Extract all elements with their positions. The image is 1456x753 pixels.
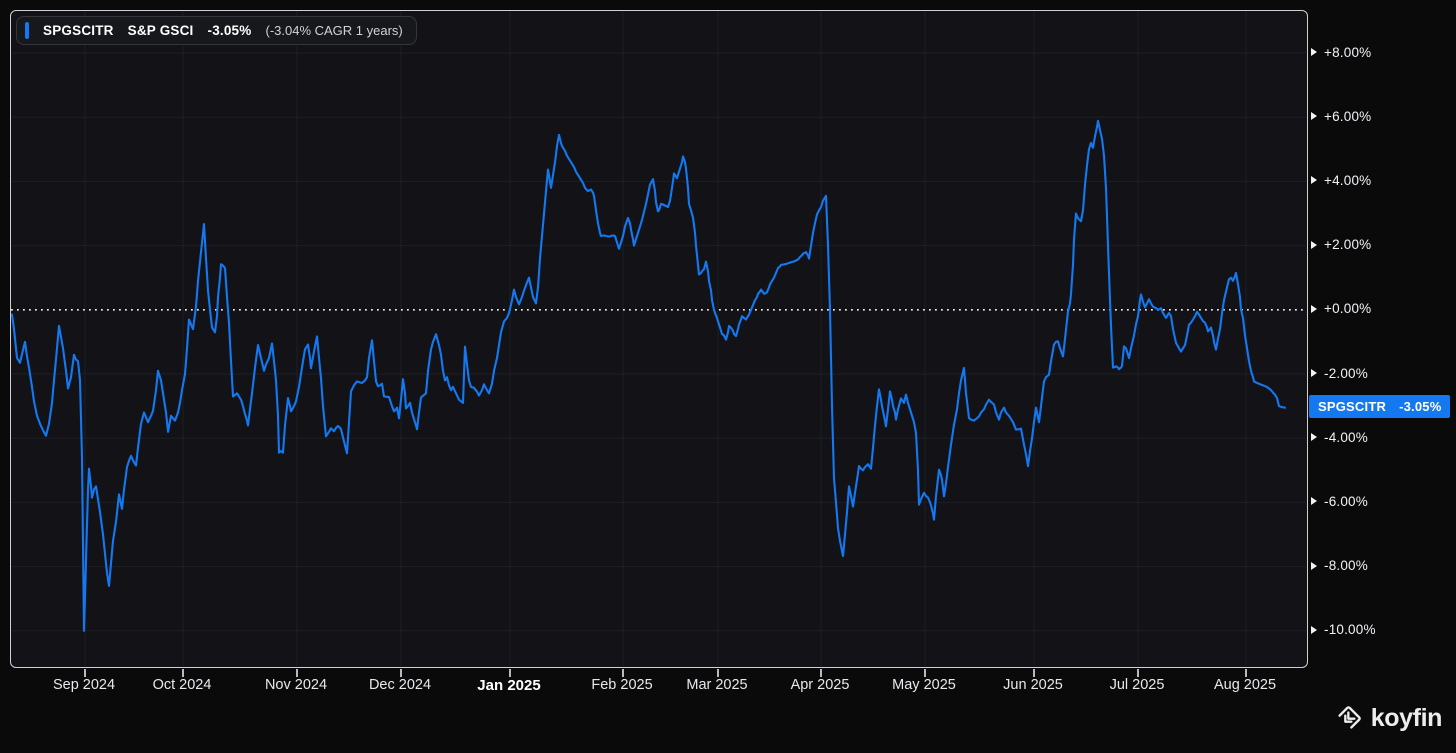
y-axis-tick: +8.00% [1311, 44, 1371, 60]
badge-value: -3.05% [1399, 399, 1442, 415]
y-axis-tick: +4.00% [1311, 172, 1371, 188]
last-price-badge[interactable]: SPGSCITR -3.05% [1309, 395, 1451, 419]
koyfin-logo-icon [1338, 706, 1361, 729]
x-tick-mark [84, 669, 86, 677]
x-axis-label: Jan 2025 [477, 677, 541, 694]
y-axis-tick: -10.00% [1311, 622, 1376, 638]
y-tick-arrow-icon [1311, 625, 1317, 634]
x-axis-label: Dec 2024 [368, 677, 432, 693]
x-axis-label: Jun 2025 [1003, 677, 1063, 693]
y-axis-tick: -4.00% [1311, 429, 1368, 445]
plot-area[interactable]: SPGSCITR S&P GSCI -3.05% (-3.04% CAGR 1 … [10, 10, 1308, 668]
x-tick-mark [622, 669, 624, 677]
x-axis-label: Mar 2025 [686, 677, 748, 693]
y-axis-tick: +6.00% [1311, 108, 1371, 124]
x-axis-label: Oct 2024 [152, 677, 212, 693]
x-axis-label: Apr 2025 [790, 677, 850, 693]
x-tick-mark [182, 669, 184, 677]
y-tick-arrow-icon [1311, 304, 1317, 313]
y-axis-tick: -2.00% [1311, 365, 1368, 381]
x-axis-label: Nov 2024 [264, 677, 328, 693]
y-tick-arrow-icon [1311, 240, 1317, 249]
price-chart[interactable] [11, 11, 1306, 666]
y-axis-tick: +2.00% [1311, 237, 1371, 253]
x-tick-mark [1137, 669, 1139, 677]
y-axis-tick: +0.00% [1311, 301, 1371, 317]
koyfin-logo-text: koyfin [1370, 704, 1443, 732]
legend-ticker: SPGSCITR [43, 23, 114, 38]
legend-name: S&P GSCI [127, 23, 194, 38]
y-tick-arrow-icon [1311, 48, 1317, 56]
legend-cagr-note: (-3.04% CAGR 1 years) [265, 23, 403, 38]
series-legend[interactable]: SPGSCITR S&P GSCI -3.05% (-3.04% CAGR 1 … [16, 16, 417, 45]
y-axis-tick: -8.00% [1311, 558, 1368, 574]
x-tick-mark [717, 669, 719, 677]
y-axis-label: -8.00% [1324, 558, 1368, 574]
y-tick-arrow-icon [1311, 433, 1317, 442]
legend-change: -3.05% [207, 23, 252, 38]
y-axis-tick: -6.00% [1311, 493, 1368, 509]
x-axis-label: Aug 2025 [1213, 677, 1277, 693]
x-axis-label: Jul 2025 [1109, 677, 1165, 693]
y-tick-arrow-icon [1311, 497, 1317, 506]
y-axis-label: +0.00% [1324, 301, 1372, 317]
x-tick-mark [924, 669, 926, 677]
y-axis-label: -2.00% [1324, 365, 1368, 381]
y-tick-arrow-icon [1311, 112, 1317, 121]
y-axis-label: -6.00% [1324, 493, 1368, 509]
y-axis-label: +2.00% [1324, 237, 1372, 253]
badge-ticker: SPGSCITR [1318, 399, 1387, 415]
x-tick-mark [509, 669, 511, 677]
y-tick-arrow-icon [1311, 369, 1317, 377]
y-axis-label: +8.00% [1324, 44, 1372, 60]
x-tick-mark [400, 669, 402, 677]
x-tick-mark [1245, 669, 1247, 677]
price-line [11, 119, 1287, 632]
y-axis-label: -10.00% [1324, 622, 1376, 638]
y-tick-arrow-icon [1311, 176, 1317, 185]
koyfin-logo: koyfin [1335, 704, 1442, 733]
x-axis-label: May 2025 [892, 677, 956, 693]
series-color-bar [25, 22, 29, 39]
x-tick-mark [296, 669, 298, 677]
x-axis-label: Feb 2025 [591, 677, 653, 693]
y-tick-arrow-icon [1311, 561, 1317, 570]
y-axis-label: +4.00% [1324, 172, 1372, 188]
x-axis-label: Sep 2024 [52, 677, 116, 693]
y-axis-label: +6.00% [1324, 108, 1372, 124]
x-tick-mark [1033, 669, 1035, 677]
y-axis-label: -4.00% [1324, 429, 1368, 445]
x-tick-mark [820, 669, 822, 677]
